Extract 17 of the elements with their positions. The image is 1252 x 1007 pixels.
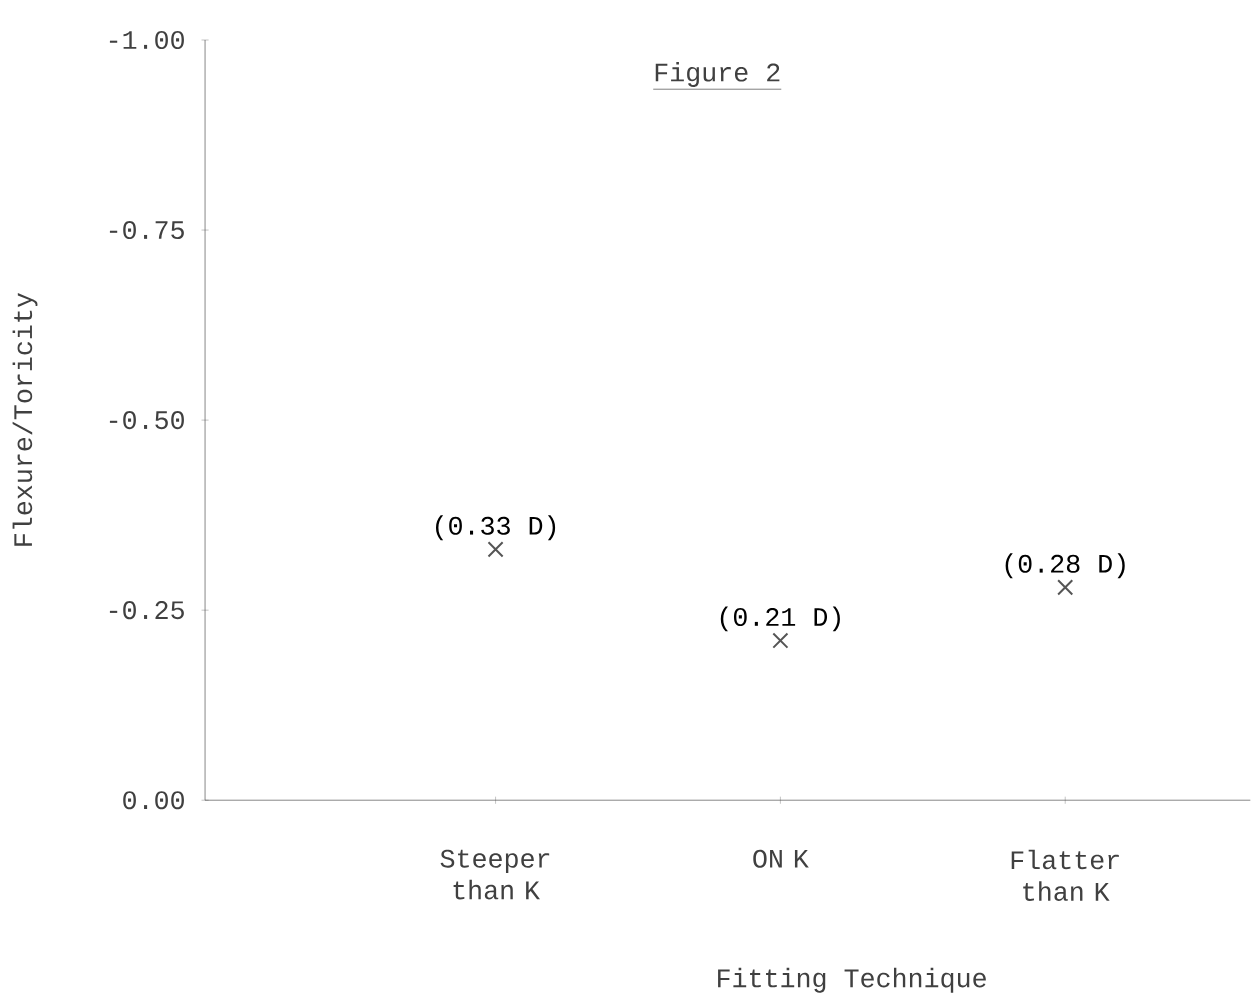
data-label: (0.28 D): [1005, 553, 1125, 579]
data-label: (0.21 D): [720, 606, 840, 632]
x-tick-label: Steeper than K: [440, 849, 550, 900]
y-axis-title: Flexure/Toricity: [12, 293, 38, 546]
x-tick-label: Flatter than K: [1011, 849, 1119, 901]
point: [772, 632, 789, 649]
x-axis-title: Fitting Technique: [718, 967, 986, 993]
y-tick-label: -0.25: [109, 601, 184, 620]
y-tick-label: -1.00: [109, 31, 184, 50]
point: [487, 541, 504, 558]
text: Figure 2: [655, 62, 780, 87]
data-label: (0.33 D): [435, 515, 556, 541]
y-tick-label: 0.00: [123, 791, 184, 810]
x-tick-label: ON K: [753, 849, 809, 868]
y-tick-label: -0.50: [109, 411, 184, 430]
y-tick-label: -0.75: [109, 221, 184, 240]
point: [1057, 579, 1074, 596]
